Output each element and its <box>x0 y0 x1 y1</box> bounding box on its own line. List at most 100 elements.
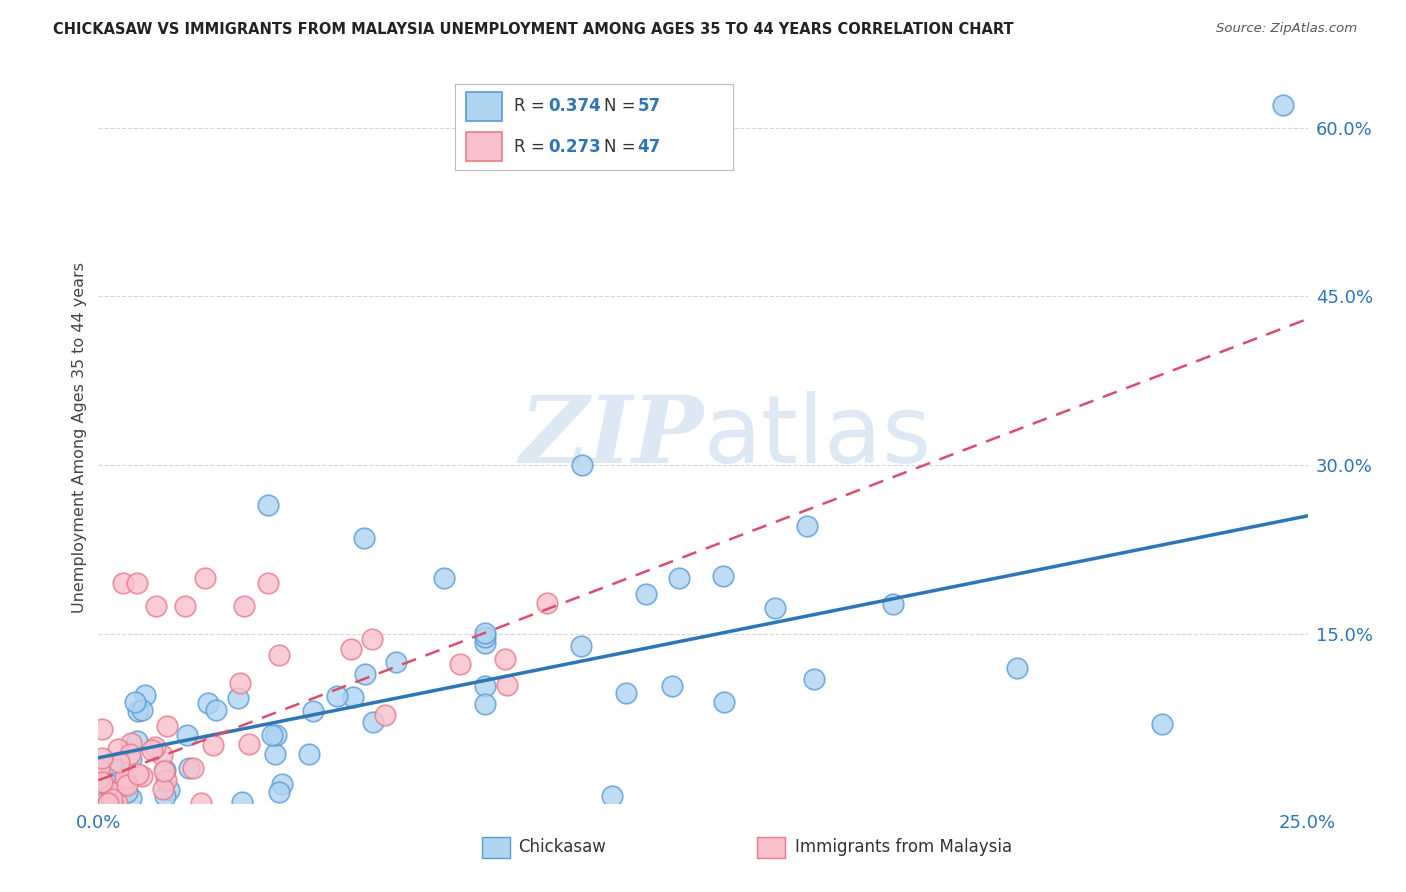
Point <box>131 702 153 716</box>
Point <box>353 532 375 546</box>
Point <box>127 576 149 591</box>
Point <box>127 704 149 718</box>
Point <box>325 689 347 703</box>
Point <box>97 796 120 810</box>
Point <box>270 777 292 791</box>
Point <box>354 666 377 681</box>
Point <box>474 698 496 712</box>
Point <box>536 596 558 610</box>
Point <box>97 777 120 791</box>
Point <box>100 756 122 771</box>
Point <box>89 771 111 785</box>
Point <box>226 690 249 705</box>
Point <box>153 764 176 779</box>
Point <box>494 652 516 666</box>
Point <box>571 639 593 653</box>
Point <box>264 728 287 742</box>
Point <box>101 785 124 799</box>
Point <box>256 498 278 512</box>
Text: Immigrants from Malaysia: Immigrants from Malaysia <box>794 838 1012 856</box>
Point <box>152 782 174 797</box>
Point <box>1152 717 1174 731</box>
Point <box>474 636 496 650</box>
Point <box>115 778 138 792</box>
Text: CHICKASAW VS IMMIGRANTS FROM MALAYSIA UNEMPLOYMENT AMONG AGES 35 TO 44 YEARS COR: CHICKASAW VS IMMIGRANTS FROM MALAYSIA UN… <box>53 22 1014 37</box>
Point <box>120 790 142 805</box>
Point <box>264 747 287 761</box>
Text: atlas: atlas <box>703 391 931 483</box>
Point <box>711 569 734 583</box>
Point <box>571 458 593 473</box>
Point <box>141 742 163 756</box>
Point <box>668 571 690 585</box>
Point <box>108 756 131 770</box>
Point <box>117 785 139 799</box>
Point <box>107 742 129 756</box>
Point <box>1272 98 1295 112</box>
Point <box>155 719 177 733</box>
Point <box>302 704 325 718</box>
Point <box>98 772 121 787</box>
Point <box>114 771 136 785</box>
Point <box>882 597 904 611</box>
Y-axis label: Unemployment Among Ages 35 to 44 years: Unemployment Among Ages 35 to 44 years <box>72 261 87 613</box>
Point <box>118 747 141 761</box>
Point <box>614 686 637 700</box>
Point <box>205 703 228 717</box>
Point <box>97 796 120 810</box>
Point <box>120 752 142 766</box>
Point <box>145 599 167 613</box>
Point <box>87 762 110 776</box>
Point <box>232 599 254 613</box>
Point <box>124 695 146 709</box>
Point <box>112 777 135 791</box>
Point <box>157 783 180 797</box>
Point <box>153 763 176 777</box>
Point <box>155 772 177 787</box>
Point <box>91 751 114 765</box>
Point <box>474 630 496 644</box>
Point <box>111 576 134 591</box>
Point <box>260 728 283 742</box>
Point <box>342 690 364 705</box>
Point <box>194 571 217 585</box>
Point <box>105 796 128 810</box>
Point <box>634 587 657 601</box>
Point <box>298 747 321 762</box>
Point <box>91 775 114 789</box>
Text: ZIP: ZIP <box>519 392 703 482</box>
Point <box>340 641 363 656</box>
Point <box>91 796 114 810</box>
Point <box>174 599 197 613</box>
Point <box>600 789 623 804</box>
Point <box>155 789 177 804</box>
Point <box>361 714 384 729</box>
Point <box>256 576 278 591</box>
Point <box>449 657 471 672</box>
Point <box>101 791 124 805</box>
Point <box>238 737 260 751</box>
Point <box>269 785 291 799</box>
Point <box>495 678 517 692</box>
FancyBboxPatch shape <box>482 838 509 858</box>
Point <box>131 769 153 783</box>
Point <box>143 739 166 754</box>
Point <box>474 679 496 693</box>
Point <box>150 747 173 762</box>
FancyBboxPatch shape <box>758 838 785 858</box>
Point <box>803 672 825 686</box>
Point <box>661 679 683 693</box>
Point <box>134 689 156 703</box>
Point <box>202 738 225 752</box>
Point <box>269 648 291 662</box>
Point <box>1007 661 1029 675</box>
Point <box>474 625 496 640</box>
Point <box>91 723 114 737</box>
Text: Source: ZipAtlas.com: Source: ZipAtlas.com <box>1216 22 1357 36</box>
Point <box>374 708 396 723</box>
Point <box>360 632 382 646</box>
Point <box>179 761 201 775</box>
Point <box>89 774 111 789</box>
Point <box>231 795 253 809</box>
Point <box>385 656 408 670</box>
